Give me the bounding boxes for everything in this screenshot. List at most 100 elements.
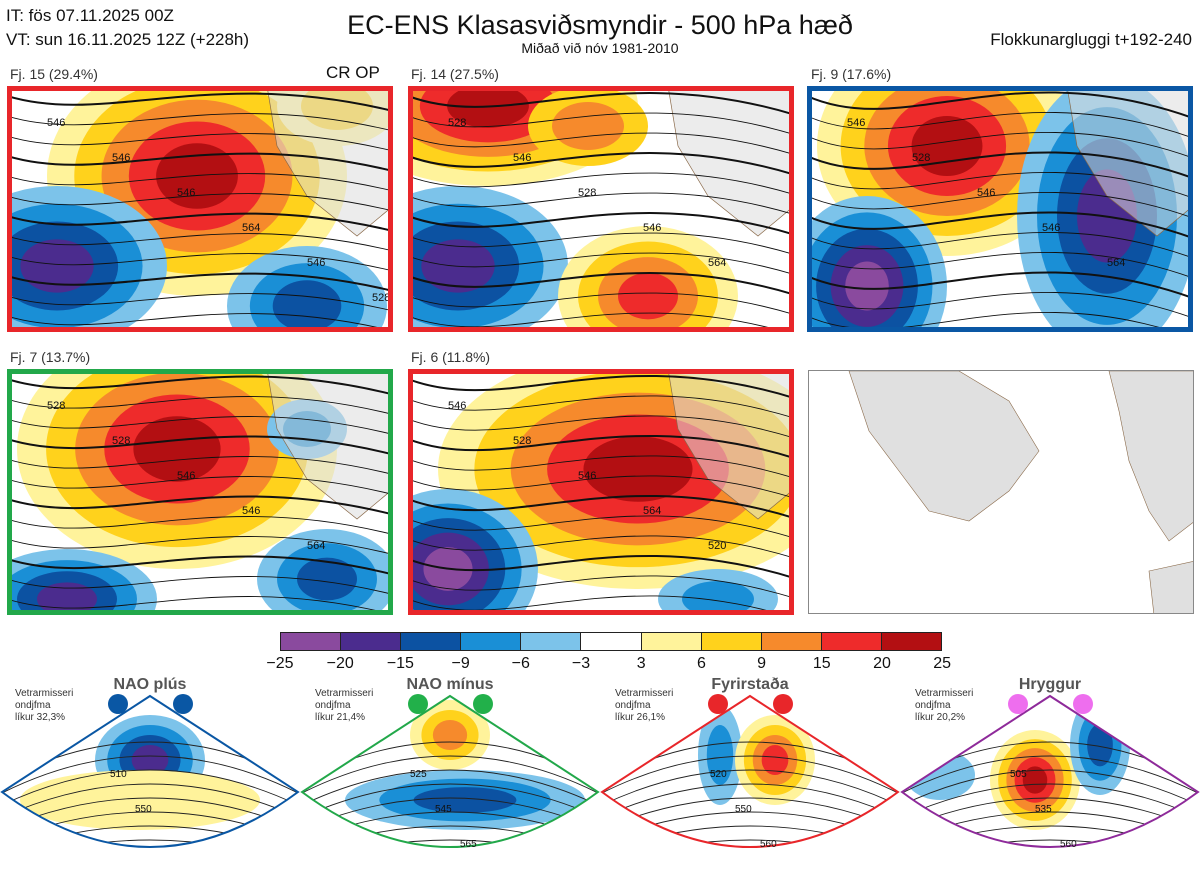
anomaly-shading — [133, 416, 221, 482]
colorbar-swatch — [521, 633, 582, 650]
colorbar-tick-label: 6 — [696, 655, 706, 672]
regime-note: Vetrarmisseri — [15, 688, 74, 699]
height-contour — [408, 535, 794, 559]
height-contour — [408, 475, 794, 499]
panel-label: Fj. 7 (13.7%) — [10, 349, 91, 365]
height-contour — [408, 132, 794, 155]
anomaly-shading — [1087, 723, 1113, 767]
colorbar-swatch — [761, 633, 822, 650]
height-contour — [807, 211, 1193, 239]
height-contour — [7, 193, 393, 212]
height-contour — [302, 839, 598, 847]
contour-label: 528 — [578, 187, 596, 199]
height-contour — [602, 811, 898, 843]
contour-label: 546 — [847, 117, 865, 129]
regime-border — [900, 694, 1200, 848]
height-contour — [902, 783, 1198, 819]
height-contour — [408, 212, 794, 236]
contour-label: 546 — [242, 505, 260, 517]
anomaly-shading — [413, 787, 517, 813]
contour-label: 546 — [112, 152, 130, 164]
regime-map: 510 550 — [0, 694, 300, 872]
anomaly-shading — [20, 239, 94, 293]
regime-note: ondjfma — [915, 700, 951, 711]
anomaly-shading — [272, 280, 342, 332]
height-contour — [900, 854, 1200, 872]
contour-label: 546 — [513, 152, 531, 164]
anomaly-shading — [1022, 766, 1048, 794]
anomaly-shading — [761, 745, 789, 775]
height-contour — [7, 476, 393, 495]
classification-window: Flokkunargluggi t+192-240 — [990, 30, 1192, 49]
contour-label: 525 — [410, 769, 427, 780]
contour-label: 528 — [372, 292, 390, 304]
init-time: IT: fös 07.11.2025 00Z — [6, 6, 174, 25]
contour-label: 546 — [47, 117, 65, 129]
anomaly-shading — [583, 436, 693, 502]
control-op-tag: CR OP — [326, 63, 380, 82]
height-contour — [408, 515, 794, 539]
height-contour — [7, 212, 393, 232]
regime-note: líkur 20,2% — [915, 712, 966, 723]
colorbar-swatch — [581, 633, 642, 650]
height-contour — [408, 312, 787, 332]
height-contour — [7, 113, 393, 132]
land-outline — [848, 371, 1193, 613]
colorbar-tick-label: 15 — [812, 655, 831, 672]
contour-label: 546 — [977, 187, 995, 199]
contour-label: 560 — [760, 839, 777, 850]
contour-label: 565 — [460, 839, 477, 850]
regime-border — [600, 694, 900, 848]
height-contour — [7, 456, 393, 475]
colorbar-tick-label: −25 — [266, 655, 294, 672]
height-contour — [7, 173, 393, 192]
height-contour — [408, 92, 794, 116]
height-contour — [600, 868, 900, 872]
subtitle: Miðað við nóv 1981-2010 — [521, 40, 679, 56]
contour-label: 546 — [177, 470, 195, 482]
height-contour — [408, 494, 794, 519]
colorbar-tick-label: −15 — [386, 655, 414, 672]
height-contour — [2, 769, 298, 807]
contour-label: 528 — [513, 435, 531, 447]
contour-label: 560 — [1060, 839, 1077, 850]
height-contour — [408, 112, 794, 135]
colorbar-swatch — [461, 633, 522, 650]
regime-note: ondjfma — [315, 700, 351, 711]
regime-title: NAO plús — [113, 676, 187, 693]
height-contour — [807, 271, 1193, 299]
height-contour — [7, 233, 393, 252]
colorbar-tick-label: 3 — [636, 655, 646, 672]
contour-label: 546 — [1042, 222, 1060, 234]
height-contour — [408, 374, 794, 399]
height-contour — [7, 253, 393, 272]
height-contour — [807, 172, 1193, 199]
anomaly-shading — [911, 116, 983, 176]
height-contour — [300, 854, 600, 872]
colorbar-swatch — [701, 633, 762, 650]
contour-label: 505 — [1010, 769, 1027, 780]
regime-map: 505 535 560 — [900, 694, 1200, 872]
height-contour — [7, 555, 393, 576]
regime-note: líkur 32,3% — [15, 712, 66, 723]
regime-note: ondjfma — [15, 700, 51, 711]
height-contour — [7, 92, 393, 112]
height-contour — [602, 769, 898, 807]
contour-label: 546 — [307, 257, 325, 269]
regime-note: Vetrarmisseri — [915, 688, 974, 699]
height-contour — [807, 292, 1193, 319]
colorbar-swatch — [821, 633, 882, 650]
height-contour — [302, 769, 598, 807]
height-contour — [408, 554, 794, 579]
cluster-map-15: 546 546 546 564 546 528 — [7, 86, 393, 332]
anomaly-shading — [905, 750, 975, 800]
contour-label: 520 — [710, 769, 727, 780]
height-contour — [0, 854, 300, 872]
height-contour — [2, 755, 298, 795]
regime-marker-dot — [473, 694, 493, 714]
cluster-map-14: 528 546 528 546 564 — [408, 86, 794, 332]
contour-label: 546 — [448, 400, 466, 412]
colorbar-swatch — [401, 633, 462, 650]
regime-marker-dot — [1008, 694, 1028, 714]
anomaly-shading — [552, 102, 624, 150]
